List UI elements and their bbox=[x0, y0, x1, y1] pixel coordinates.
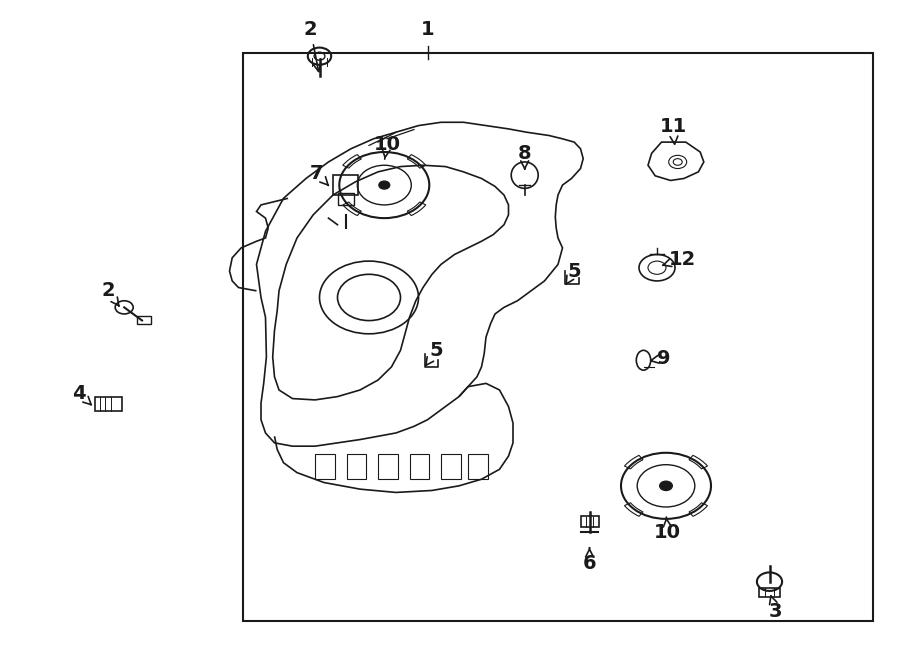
Bar bbox=[441, 454, 461, 479]
Bar bbox=[315, 454, 335, 479]
Text: 6: 6 bbox=[582, 548, 597, 572]
Text: 1: 1 bbox=[420, 20, 435, 39]
Text: 2: 2 bbox=[303, 20, 321, 71]
Bar bbox=[378, 454, 398, 479]
Circle shape bbox=[379, 181, 390, 189]
Text: 2: 2 bbox=[101, 282, 119, 306]
Bar bbox=[759, 588, 780, 597]
Bar bbox=[468, 454, 488, 479]
Bar bbox=[94, 397, 122, 411]
Bar bbox=[137, 317, 151, 325]
Bar bbox=[243, 53, 873, 621]
Text: 3: 3 bbox=[769, 596, 782, 621]
Text: 9: 9 bbox=[651, 349, 671, 368]
Text: 7: 7 bbox=[310, 164, 328, 186]
Bar bbox=[580, 516, 598, 527]
Text: 8: 8 bbox=[518, 144, 532, 169]
Text: 4: 4 bbox=[72, 384, 91, 405]
Text: 11: 11 bbox=[660, 118, 687, 144]
Bar bbox=[333, 175, 358, 195]
Text: 12: 12 bbox=[662, 250, 696, 268]
Text: 5: 5 bbox=[566, 262, 581, 284]
Bar bbox=[410, 454, 429, 479]
Text: 10: 10 bbox=[374, 135, 400, 159]
Bar bbox=[338, 193, 354, 205]
Circle shape bbox=[660, 481, 672, 490]
Bar bbox=[346, 454, 366, 479]
Text: 5: 5 bbox=[426, 341, 444, 366]
Text: 10: 10 bbox=[654, 517, 681, 541]
